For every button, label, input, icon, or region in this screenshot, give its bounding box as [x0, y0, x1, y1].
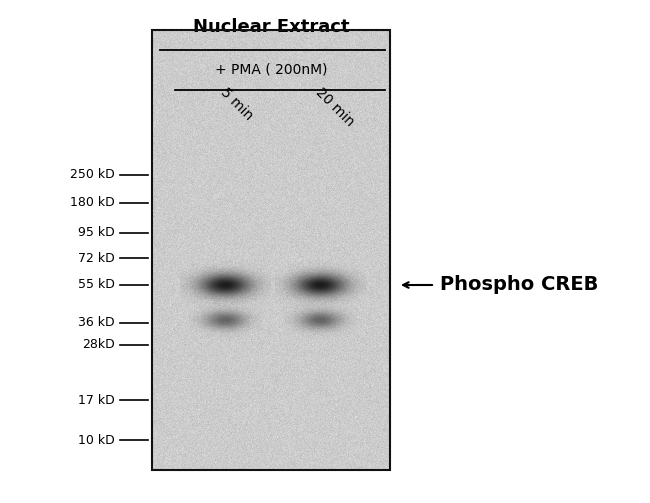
Text: 5 min: 5 min — [218, 85, 255, 123]
Text: 95 kD: 95 kD — [78, 226, 115, 239]
Text: 20 min: 20 min — [313, 85, 357, 129]
Text: 28kD: 28kD — [83, 339, 115, 352]
Text: 55 kD: 55 kD — [78, 279, 115, 292]
Text: Phospho CREB: Phospho CREB — [440, 276, 599, 294]
Text: + PMA ( 200nM): + PMA ( 200nM) — [214, 62, 327, 76]
Text: 250 kD: 250 kD — [70, 169, 115, 182]
Text: 17 kD: 17 kD — [78, 393, 115, 406]
Text: Nuclear Extract: Nuclear Extract — [193, 18, 349, 36]
Text: 10 kD: 10 kD — [78, 434, 115, 447]
Bar — [152, 30, 390, 470]
Text: 180 kD: 180 kD — [70, 197, 115, 210]
Text: 36 kD: 36 kD — [79, 316, 115, 329]
Text: 72 kD: 72 kD — [78, 252, 115, 265]
